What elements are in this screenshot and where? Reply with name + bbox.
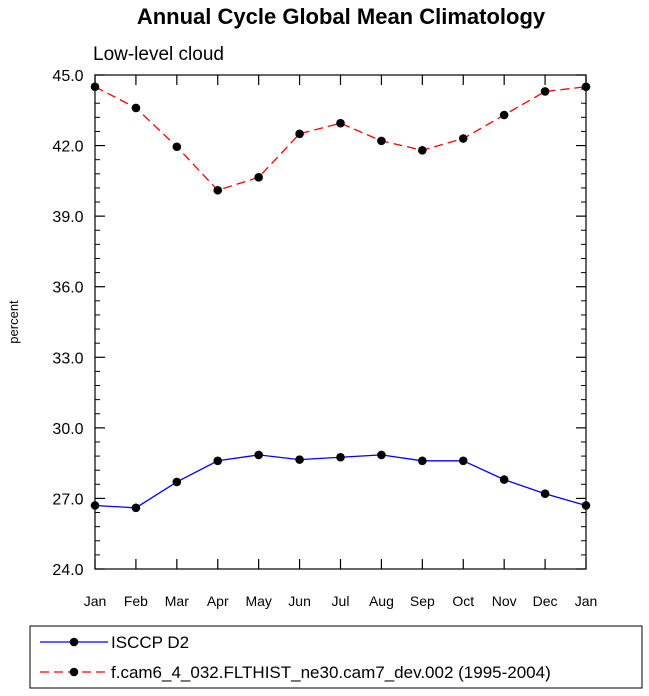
y-tick-label: 27.0: [52, 491, 83, 508]
series-0-point: [131, 503, 141, 513]
y-tick-label: 24.0: [52, 562, 83, 579]
y-tick-label: 33.0: [52, 350, 83, 367]
x-tick-label: Jan: [84, 593, 107, 609]
x-tick-label: Sep: [410, 593, 435, 609]
y-tick-label: 36.0: [52, 280, 83, 297]
series-1-point: [254, 173, 263, 182]
legend-box: [29, 625, 643, 689]
series-line-1: [94, 86, 587, 192]
series-1-point: [377, 136, 386, 146]
series-1-point: [295, 129, 304, 139]
series-1-point: [131, 103, 141, 113]
x-axis: Jan Feb Mar Apr May Jun Jul Aug Sep Oct Nov Dec Jan: [84, 75, 598, 609]
series-0-point: [581, 501, 591, 510]
x-tick-label: Jan: [575, 593, 598, 609]
series-0-point: [499, 475, 509, 484]
x-tick-label: Jul: [332, 593, 350, 609]
series-layer: [90, 82, 591, 513]
y-tick-label: 42.0: [52, 139, 83, 156]
y-tick-label: 30.0: [52, 421, 83, 438]
series-0-point: [295, 455, 304, 464]
series-1-point: [336, 118, 345, 128]
chart-title: Annual Cycle Global Mean Climatology: [137, 4, 546, 29]
series-1-point: [172, 142, 182, 152]
series-0-point: [540, 489, 550, 499]
x-tick-label: Aug: [369, 593, 394, 609]
legend-label-1: f.cam6_4_032.FLTHIST_ne30.cam7_dev.002 (…: [111, 663, 551, 682]
y-axis: 24.0 27.0 30.0 33.0 36.0 39.0 42.0 45.0: [52, 68, 586, 579]
series-0-point: [458, 456, 468, 466]
series-0-point: [172, 477, 182, 487]
x-tick-label: Nov: [492, 593, 517, 609]
chart-subtitle: Low-level cloud: [93, 44, 224, 65]
series-line-0: [94, 454, 587, 509]
series-1-point: [499, 110, 509, 120]
series-0-point: [254, 450, 263, 460]
y-tick-label: 39.0: [52, 209, 83, 226]
series-1-point: [418, 145, 427, 155]
x-tick-label: Dec: [533, 593, 558, 609]
y-tick-label: 45.0: [52, 68, 83, 85]
x-tick-label: Jun: [288, 593, 311, 609]
series-1-point: [213, 185, 223, 195]
series-0-point: [377, 450, 386, 460]
x-tick-label: May: [245, 593, 271, 609]
series-0-point: [418, 456, 427, 466]
legend-marker-0: [69, 637, 79, 647]
series-0-point: [336, 452, 345, 462]
series-1-point: [540, 87, 550, 96]
series-0-point: [90, 501, 100, 510]
legend: ISCCP D2 f.cam6_4_032.FLTHIST_ne30.cam7_d…: [29, 625, 643, 689]
y-axis-label: percent: [6, 300, 21, 344]
series-1-point: [90, 82, 100, 92]
series-1-point: [458, 134, 468, 143]
x-tick-label: Feb: [124, 593, 148, 609]
x-tick-label: Mar: [165, 593, 189, 609]
plot-frame: [94, 74, 587, 570]
legend-label-0: ISCCP D2: [111, 633, 189, 652]
legend-marker-1: [69, 667, 79, 677]
series-0-point: [213, 456, 223, 466]
series-1-point: [581, 82, 591, 92]
x-tick-label: Oct: [452, 593, 474, 609]
x-tick-label: Apr: [207, 593, 229, 609]
